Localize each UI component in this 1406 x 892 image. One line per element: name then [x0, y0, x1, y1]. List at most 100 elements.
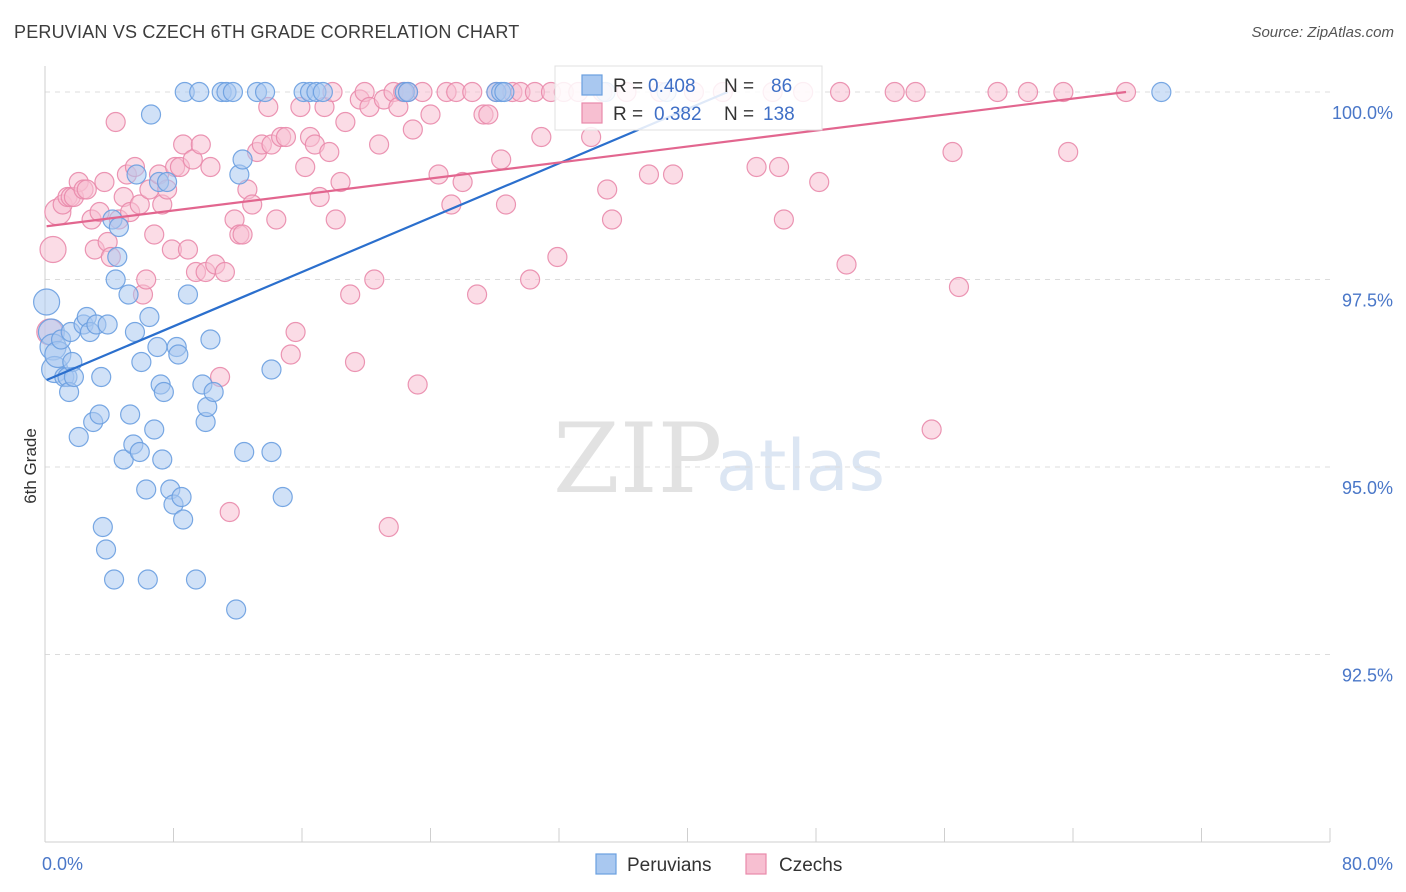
y-tick-label: 97.5% [1342, 291, 1393, 311]
point-peruvians [136, 479, 157, 500]
point-peruvians [126, 164, 147, 185]
point-peruvians [397, 81, 419, 103]
point-czechs [638, 164, 660, 185]
point-czechs [39, 235, 67, 264]
point-czechs [242, 194, 263, 215]
point-peruvians [152, 449, 173, 470]
point-czechs [266, 209, 287, 230]
point-peruvians [140, 104, 162, 125]
point-czechs [531, 126, 552, 148]
point-czechs [768, 156, 790, 178]
y-tick-labels: 92.5% 95.0% 97.5% 100.0% [1332, 103, 1393, 686]
point-czechs [662, 164, 684, 185]
point-czechs [1053, 81, 1074, 103]
point-czechs [905, 81, 926, 103]
point-peruvians [147, 336, 168, 358]
point-czechs [597, 179, 618, 200]
point-peruvians [131, 351, 152, 373]
point-czechs [105, 111, 126, 133]
point-czechs [466, 284, 488, 305]
point-peruvians [144, 419, 165, 440]
point-peruvians [261, 359, 282, 380]
point-peruvians [185, 569, 207, 590]
point-peruvians [312, 81, 333, 103]
point-czechs [344, 351, 366, 373]
point-czechs [407, 374, 428, 395]
point-czechs [809, 171, 830, 193]
point-czechs [428, 164, 449, 185]
point-peruvians [1151, 81, 1172, 103]
point-czechs [136, 269, 157, 290]
point-peruvians [153, 381, 174, 403]
point-peruvians [108, 216, 129, 238]
y-tick-label: 92.5% [1342, 666, 1393, 686]
point-czechs [1017, 81, 1039, 103]
point-czechs [369, 134, 390, 155]
x-tick-label-max: 80.0% [1342, 854, 1393, 874]
axes [44, 66, 1331, 843]
point-peruvians [97, 314, 118, 335]
legend-swatch-czechs [581, 102, 603, 124]
point-peruvians [203, 381, 224, 403]
series-peruvians-points [33, 81, 1172, 620]
point-czechs [309, 186, 330, 208]
point-czechs [829, 81, 851, 103]
point-czechs [519, 269, 541, 290]
legend-r-label-czechs: R = [613, 104, 643, 125]
point-peruvians [139, 306, 160, 328]
bottom-legend-swatch-czechs [745, 853, 767, 875]
point-peruvians [107, 246, 128, 268]
point-czechs [836, 254, 857, 275]
point-peruvians [95, 539, 117, 560]
legend-n-label-czechs: N = [724, 104, 754, 125]
point-czechs [547, 246, 568, 268]
x-tick-labels: 0.0% 80.0% [42, 854, 1393, 874]
source-label: Source: ZipAtlas.com [1251, 24, 1394, 41]
point-czechs [144, 224, 165, 245]
point-czechs [378, 516, 399, 538]
point-peruvians [68, 426, 89, 448]
point-czechs [295, 156, 316, 178]
point-peruvians [222, 81, 244, 103]
point-czechs [884, 81, 905, 103]
point-peruvians [105, 269, 126, 290]
y-axis-title: 6th Grade [21, 428, 40, 504]
point-peruvians [232, 149, 253, 170]
bottom-legend-swatch-peruvians [595, 853, 617, 875]
point-czechs [190, 134, 211, 155]
point-czechs [219, 501, 240, 523]
point-czechs [364, 269, 385, 290]
point-peruvians [171, 486, 192, 508]
point-peruvians [92, 516, 113, 538]
legend-r-label-peruvians: R = [613, 76, 643, 97]
point-czechs [330, 171, 351, 193]
point-peruvians [226, 599, 247, 620]
point-czechs [942, 141, 963, 163]
point-peruvians [189, 81, 210, 103]
bottom-legend: Peruvians Czechs [595, 853, 842, 876]
point-peruvians [118, 284, 139, 305]
point-czechs [478, 104, 499, 125]
point-czechs [462, 81, 483, 103]
point-peruvians [272, 486, 293, 508]
point-peruvians [494, 81, 515, 103]
point-peruvians [120, 404, 141, 425]
point-czechs [773, 209, 794, 230]
chart-title: PERUVIAN VS CZECH 6TH GRADE CORRELATION … [14, 22, 520, 42]
point-peruvians [254, 81, 276, 103]
point-czechs [94, 171, 115, 193]
watermark-zip: ZIP [553, 403, 722, 515]
point-peruvians [173, 509, 194, 530]
point-peruvians [261, 441, 282, 463]
bottom-legend-peruvians: Peruvians [627, 855, 712, 876]
point-peruvians [156, 171, 178, 193]
legend-r-value-peruvians: 0.408 [648, 76, 696, 97]
point-czechs [285, 321, 306, 343]
point-czechs [340, 284, 361, 305]
point-peruvians [91, 366, 112, 388]
point-czechs [495, 194, 517, 215]
point-czechs [325, 209, 346, 230]
legend-n-value-peruvians: 86 [771, 76, 792, 97]
point-peruvians [129, 441, 150, 463]
